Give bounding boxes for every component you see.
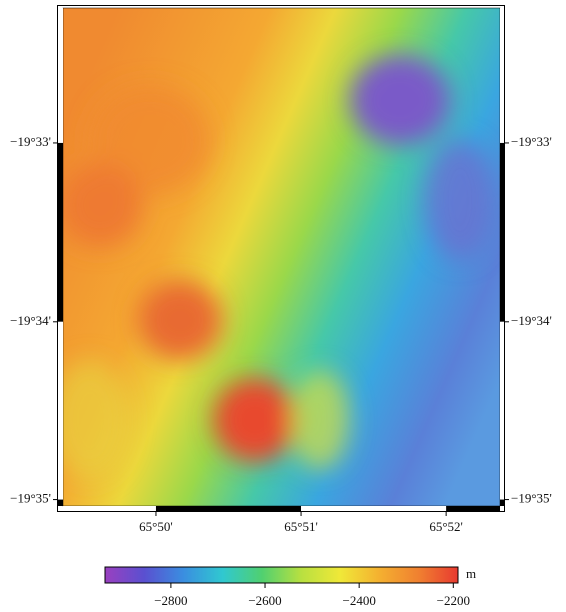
frame-segment xyxy=(500,143,504,322)
map-figure: m −19°33' −19°33' −19°34' −19°34' −19°35' −19… xyxy=(0,0,566,612)
lon-tick-label: 65°50' xyxy=(139,519,173,534)
colorbar xyxy=(105,567,458,583)
frame-segment xyxy=(58,8,63,143)
frame-segment xyxy=(500,322,504,500)
lat-tick-label: −19°35' xyxy=(10,491,51,506)
colorbar-tick-label: −2200 xyxy=(437,593,470,608)
frame-segment xyxy=(58,143,63,322)
lon-tick-label: 65°51' xyxy=(284,519,318,534)
lat-tick-label: −19°34' xyxy=(511,313,552,328)
frame-segment xyxy=(156,506,301,511)
frame-segment xyxy=(301,506,446,511)
colorbar-unit: m xyxy=(466,566,476,581)
lon-tick-label: 65°52' xyxy=(429,519,463,534)
colorbar-tick-label: −2800 xyxy=(154,593,187,608)
frame-segment xyxy=(446,506,500,511)
frame-segment xyxy=(500,500,504,506)
colorbar-tick-label: −2400 xyxy=(342,593,375,608)
lat-tick-label: −19°34' xyxy=(10,313,51,328)
lat-tick-label: −19°33' xyxy=(511,134,552,149)
lat-tick-label: −19°35' xyxy=(511,491,552,506)
bathymetry-image xyxy=(50,8,500,506)
frame-segment xyxy=(63,506,156,511)
frame-segment xyxy=(58,500,63,506)
frame-segment xyxy=(58,322,63,500)
colorbar-tick-label: −2600 xyxy=(248,593,281,608)
lat-tick-label: −19°33' xyxy=(10,134,51,149)
frame-segment xyxy=(500,8,504,143)
